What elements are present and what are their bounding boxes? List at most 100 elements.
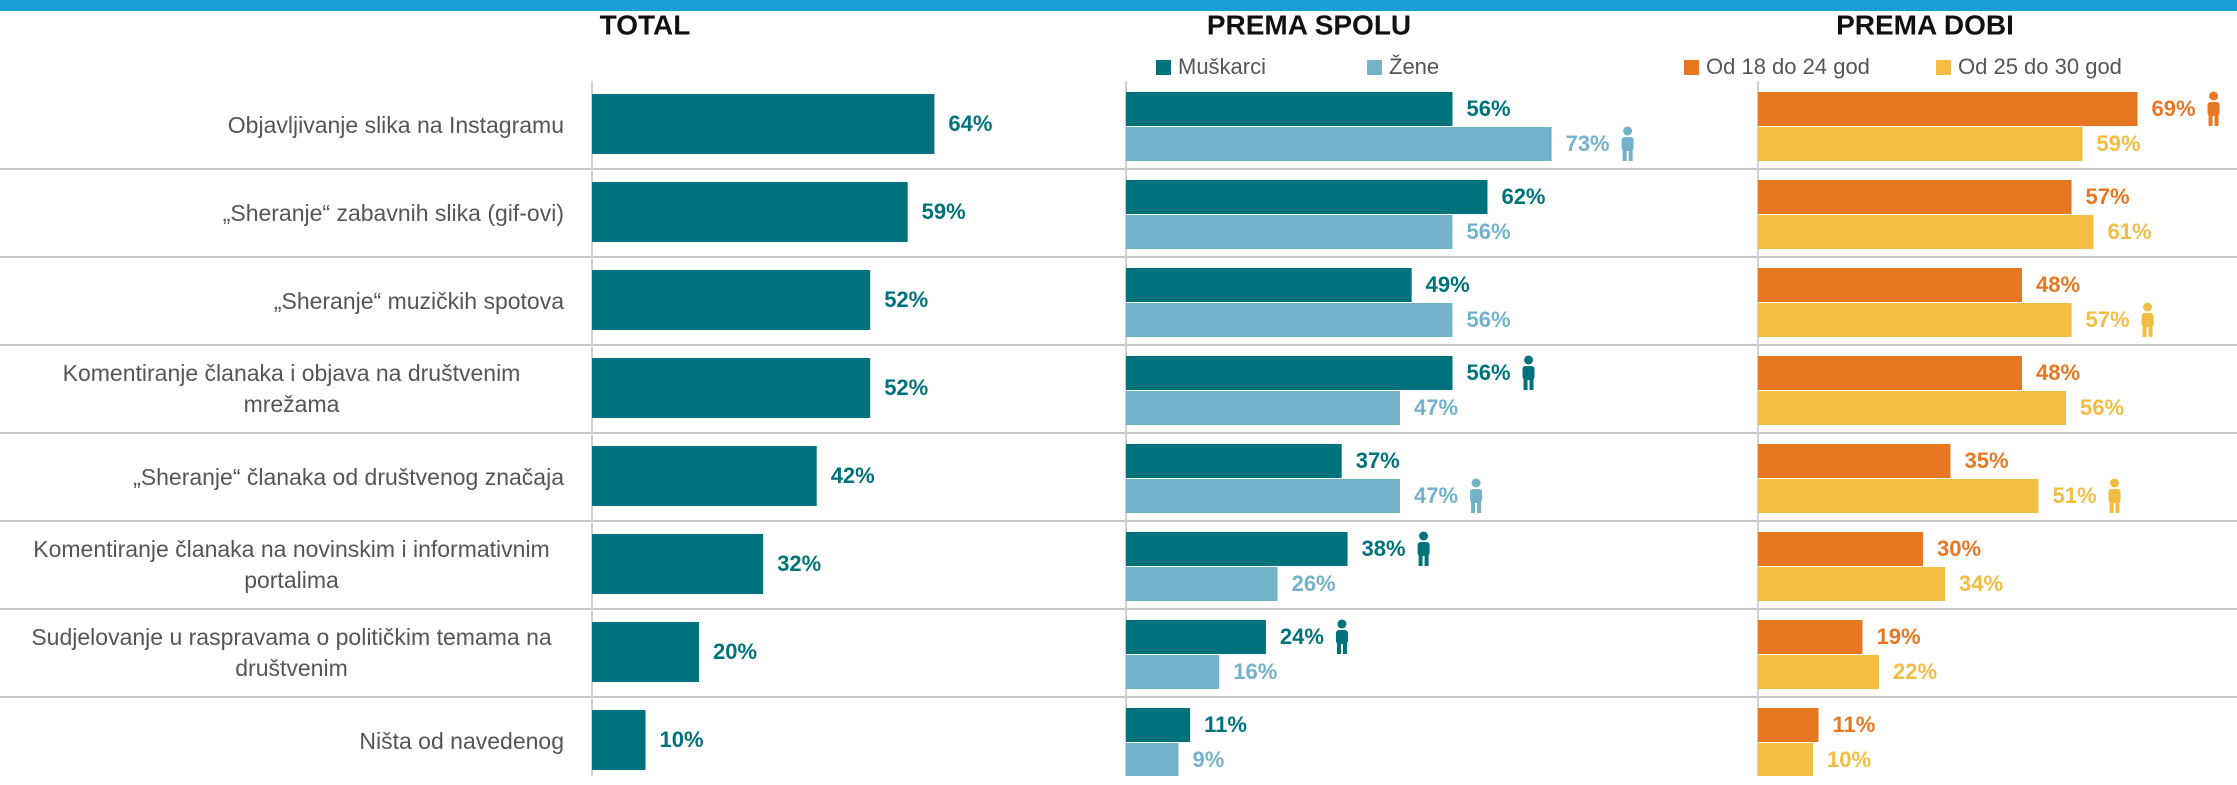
bar	[1758, 567, 1945, 601]
legend-label: Od 25 do 30 god	[1958, 54, 2122, 79]
category-label: Objavljivanje slika na Instagramu	[227, 111, 564, 138]
icon-leg	[1418, 554, 1423, 566]
bar	[592, 358, 871, 418]
icon-leg	[1477, 501, 1482, 513]
icon-leg	[1471, 501, 1476, 513]
bar	[1758, 356, 2022, 390]
value-label: 56%	[1466, 360, 1510, 385]
value-label: 37%	[1356, 448, 1400, 473]
bar	[1758, 391, 2066, 425]
bar	[1758, 268, 2022, 302]
bar	[1758, 620, 1863, 654]
value-label: 57%	[2086, 184, 2130, 209]
bar	[1126, 303, 1453, 337]
value-label: 19%	[1877, 624, 1921, 649]
bar	[592, 534, 764, 594]
category-label: „Sheranje“ članaka od društvenog značaja	[133, 463, 564, 490]
bar	[1758, 479, 2039, 513]
legend-swatch	[1936, 60, 1951, 75]
value-label: 47%	[1414, 483, 1458, 508]
bar	[1126, 708, 1191, 742]
icon-head	[1524, 355, 1534, 365]
value-label: 22%	[1893, 659, 1937, 684]
icon-body	[2108, 489, 2121, 503]
value-label: 69%	[2152, 96, 2196, 121]
bar	[1126, 444, 1342, 478]
icon-leg	[1622, 149, 1627, 161]
person-icon	[1417, 531, 1430, 566]
legend-label: Žene	[1389, 54, 1439, 79]
top-bar	[0, 0, 2237, 11]
bar	[1758, 708, 1819, 742]
icon-body	[1621, 137, 1634, 151]
bar	[592, 270, 871, 330]
legend-swatch	[1156, 60, 1171, 75]
icon-leg	[1529, 378, 1534, 390]
person-icon	[1522, 355, 1535, 390]
bar	[1126, 391, 1401, 425]
value-label: 52%	[884, 287, 928, 312]
bar	[1758, 215, 2094, 249]
value-label: 47%	[1414, 395, 1458, 420]
value-label: 51%	[2053, 483, 2097, 508]
bar	[1758, 532, 1923, 566]
value-label: 35%	[1965, 448, 2009, 473]
icon-head	[1337, 619, 1347, 629]
bar	[592, 622, 699, 682]
category-label-row: „Sheranje“ članaka od društvenog značaja	[0, 433, 564, 521]
category-label-row: Komentiranje članaka i objava na društve…	[0, 345, 564, 433]
category-label: Ništa od navedenog	[359, 727, 564, 754]
icon-leg	[1424, 554, 1429, 566]
bar	[1126, 479, 1401, 513]
value-label: 59%	[922, 199, 966, 224]
value-label: 10%	[1827, 747, 1871, 772]
category-label: Komentiranje članaka i objava na društve…	[62, 360, 521, 417]
icon-head	[1471, 478, 1481, 488]
icon-leg	[2214, 114, 2219, 126]
legend-swatch	[1684, 60, 1699, 75]
value-label: 73%	[1566, 131, 1610, 156]
icon-leg	[1523, 378, 1528, 390]
legend-label: Muškarci	[1178, 54, 1266, 79]
legend-swatch	[1367, 60, 1382, 75]
icon-head	[1623, 126, 1633, 136]
bar	[1126, 92, 1453, 126]
icon-leg	[1342, 642, 1347, 654]
icon-leg	[2148, 325, 2153, 337]
bar	[1758, 180, 2072, 214]
value-label: 57%	[2086, 307, 2130, 332]
bar	[1758, 655, 1879, 689]
value-label: 34%	[1959, 571, 2003, 596]
value-label: 61%	[2108, 219, 2152, 244]
value-label: 30%	[1937, 536, 1981, 561]
icon-head	[2143, 302, 2153, 312]
value-label: 11%	[1833, 712, 1876, 737]
bar	[1126, 655, 1220, 689]
category-label-row: „Sheranje“ muzičkih spotova	[0, 257, 564, 345]
bar	[1126, 532, 1348, 566]
bar	[1126, 127, 1552, 161]
bar	[1758, 444, 1951, 478]
icon-leg	[2109, 501, 2114, 513]
bar	[1126, 268, 1412, 302]
bar	[1126, 356, 1453, 390]
person-icon	[2108, 478, 2121, 513]
value-label: 42%	[831, 463, 875, 488]
value-label: 56%	[1466, 219, 1510, 244]
category-label: „Sheranje“ zabavnih slika (gif-ovi)	[222, 199, 564, 226]
bar	[592, 94, 935, 154]
icon-head	[2209, 91, 2219, 101]
person-icon	[1335, 619, 1348, 654]
icon-leg	[1336, 642, 1341, 654]
person-icon	[2207, 91, 2220, 126]
category-label: „Sheranje“ muzičkih spotova	[273, 287, 564, 314]
value-label: 9%	[1192, 747, 1224, 772]
value-label: 38%	[1362, 536, 1406, 561]
bar	[592, 710, 646, 770]
bar	[1758, 92, 2138, 126]
value-label: 52%	[884, 375, 928, 400]
person-icon	[1621, 126, 1634, 161]
panel-title: PREMA DOBI	[1836, 9, 2014, 40]
